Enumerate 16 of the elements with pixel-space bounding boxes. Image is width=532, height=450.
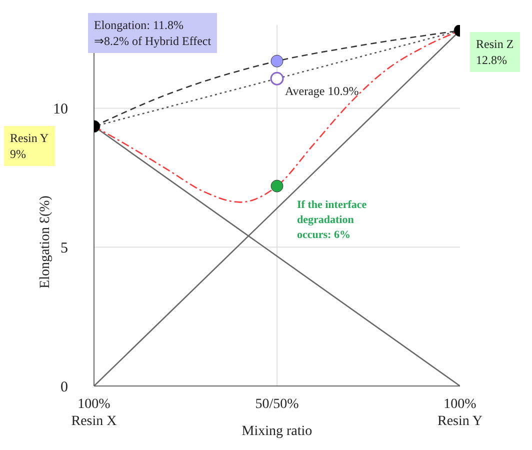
- x-tick-label: 100% Resin X: [71, 397, 117, 429]
- y-axis-title: Elongation Ɛ(%): [38, 195, 54, 288]
- x-axis-title: Mixing ratio: [242, 424, 312, 439]
- annotation: Average 10.9%: [285, 82, 359, 99]
- y-tick-label: 10: [53, 102, 68, 118]
- text: Resin Y 9%: [4, 126, 55, 166]
- y-tick-label: 0: [60, 379, 68, 396]
- point: [270, 54, 284, 68]
- point: [270, 180, 284, 192]
- x-tick-label: 50/50%: [255, 397, 300, 412]
- text: Resin Z 12.8%: [470, 32, 520, 72]
- annotation: If the interface degradation occurs: 6%: [297, 198, 367, 244]
- y-tick-label: 5: [60, 240, 68, 256]
- x-tick-label: 100% Resin Y: [438, 397, 482, 429]
- point: [270, 72, 284, 86]
- annotation: Elongation: 11.8% ⇒8.2% of Hybrid Effect: [88, 13, 218, 53]
